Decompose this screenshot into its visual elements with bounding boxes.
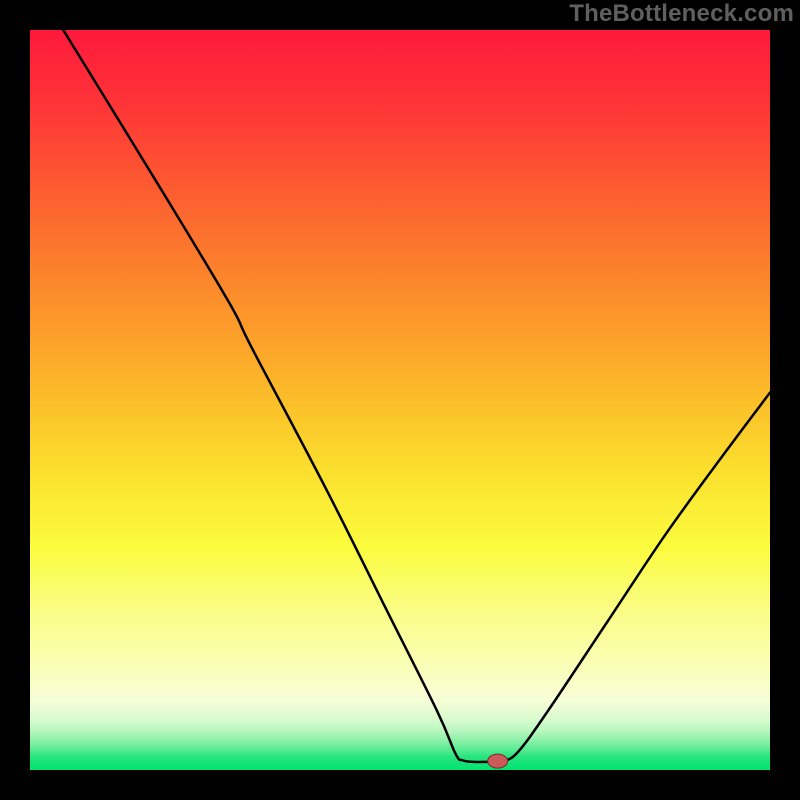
bottleneck-curve xyxy=(30,30,770,770)
watermark-text: TheBottleneck.com xyxy=(569,0,794,28)
chart-frame: TheBottleneck.com xyxy=(0,0,800,800)
optimal-point-marker xyxy=(488,754,508,768)
plot-area xyxy=(30,30,770,770)
